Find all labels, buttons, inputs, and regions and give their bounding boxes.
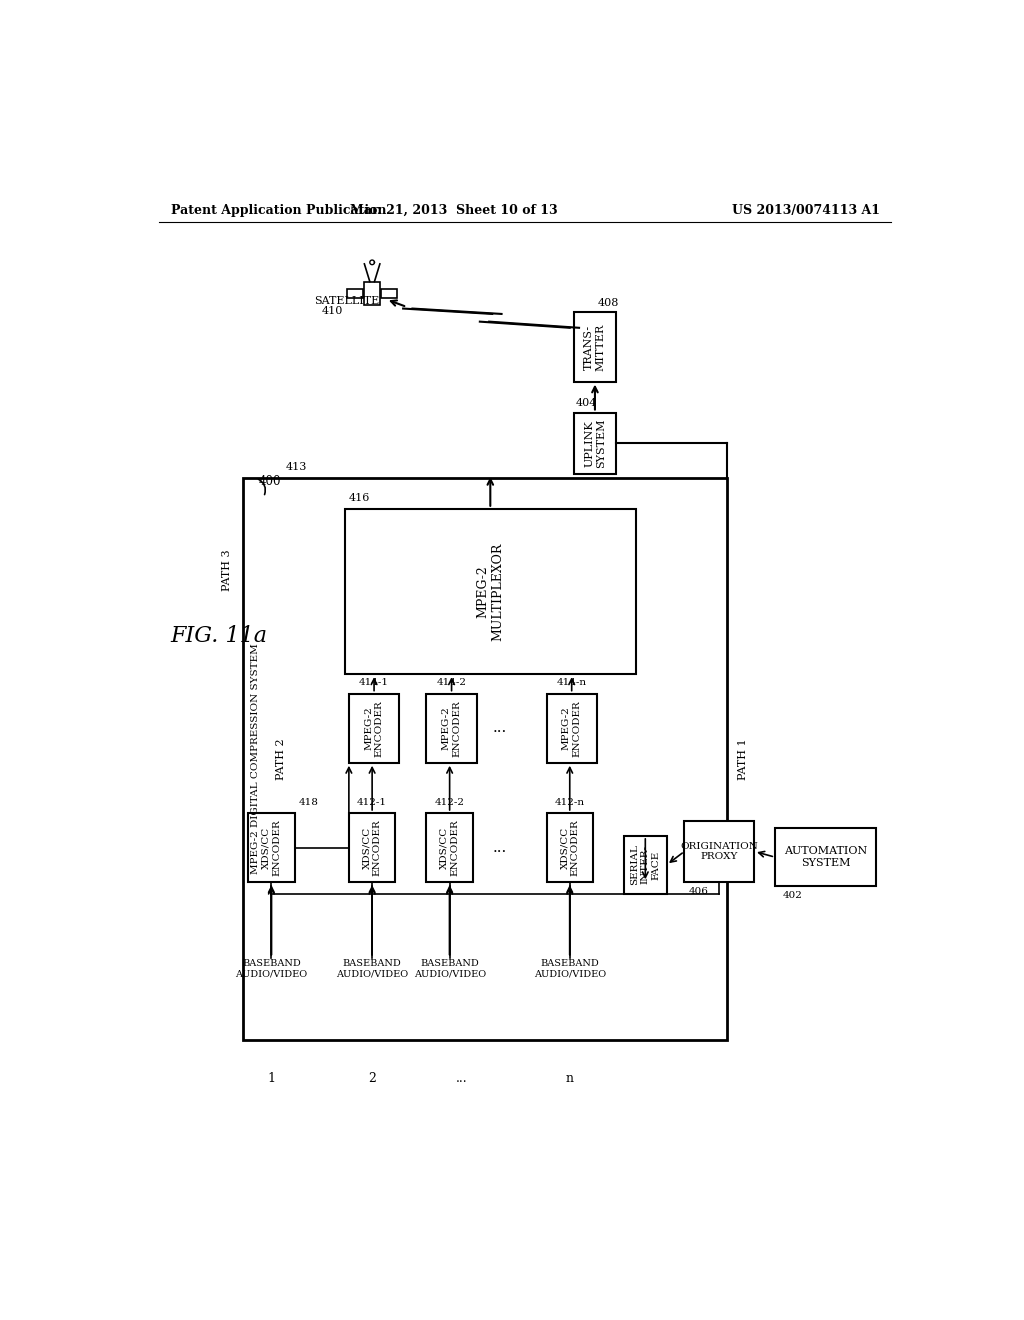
Bar xyxy=(547,813,593,882)
Text: XDS/CC
ENCODER: XDS/CC ENCODER xyxy=(440,820,460,876)
Text: BASEBAND
AUDIO/VIDEO: BASEBAND AUDIO/VIDEO xyxy=(336,960,409,978)
Text: 414-n: 414-n xyxy=(557,678,587,688)
Text: XDS/CC
ENCODER: XDS/CC ENCODER xyxy=(362,820,382,876)
Text: ...: ... xyxy=(493,841,507,854)
Text: XDS/CC
ENCODER: XDS/CC ENCODER xyxy=(262,820,281,876)
Bar xyxy=(684,821,755,882)
Text: MPEG-2
MULTIPLEXOR: MPEG-2 MULTIPLEXOR xyxy=(476,543,504,640)
Bar xyxy=(547,693,597,763)
Text: 418: 418 xyxy=(299,797,318,807)
Text: TRANS-
MITTER: TRANS- MITTER xyxy=(584,323,606,371)
Text: MPEG-2
ENCODER: MPEG-2 ENCODER xyxy=(442,700,461,756)
Text: PATH 2: PATH 2 xyxy=(276,738,287,780)
Bar xyxy=(365,281,380,305)
Text: 410: 410 xyxy=(322,306,343,315)
Text: 412-2: 412-2 xyxy=(434,797,465,807)
Text: BASEBAND
AUDIO/VIDEO: BASEBAND AUDIO/VIDEO xyxy=(534,960,606,978)
Text: ...: ... xyxy=(493,721,507,735)
Text: 414-1: 414-1 xyxy=(359,678,389,688)
Text: XDS/CC
ENCODER: XDS/CC ENCODER xyxy=(560,820,580,876)
Bar xyxy=(243,478,727,1040)
Text: BASEBAND
AUDIO/VIDEO: BASEBAND AUDIO/VIDEO xyxy=(414,960,485,978)
Text: 416: 416 xyxy=(349,492,371,503)
Text: 404: 404 xyxy=(575,399,597,408)
Text: FIG. 11a: FIG. 11a xyxy=(171,624,267,647)
Text: PATH 1: PATH 1 xyxy=(737,738,748,780)
Bar xyxy=(345,508,636,675)
Text: 414-2: 414-2 xyxy=(436,678,467,688)
Text: 400: 400 xyxy=(258,475,281,488)
Bar xyxy=(349,813,395,882)
Text: 2: 2 xyxy=(369,1072,376,1085)
Text: Mar. 21, 2013  Sheet 10 of 13: Mar. 21, 2013 Sheet 10 of 13 xyxy=(349,205,557,218)
Text: 408: 408 xyxy=(597,298,618,308)
Text: ...: ... xyxy=(456,1072,467,1085)
Text: 412-1: 412-1 xyxy=(357,797,387,807)
Bar xyxy=(426,813,473,882)
Text: BASEBAND
AUDIO/VIDEO: BASEBAND AUDIO/VIDEO xyxy=(236,960,307,978)
Bar xyxy=(775,829,876,886)
Text: MPEG-2 DIGITAL COMPRESSION SYSTEM: MPEG-2 DIGITAL COMPRESSION SYSTEM xyxy=(251,644,260,874)
Text: Patent Application Publication: Patent Application Publication xyxy=(171,205,386,218)
Bar xyxy=(349,693,399,763)
Text: MPEG-2
ENCODER: MPEG-2 ENCODER xyxy=(562,700,582,756)
Text: 413: 413 xyxy=(286,462,307,473)
Bar xyxy=(573,413,616,474)
Bar xyxy=(381,289,397,298)
Text: MPEG-2
ENCODER: MPEG-2 ENCODER xyxy=(365,700,384,756)
Text: 406: 406 xyxy=(688,887,709,896)
Text: SATELLITE: SATELLITE xyxy=(314,296,379,306)
Text: 1: 1 xyxy=(267,1072,275,1085)
Text: AUTOMATION
SYSTEM: AUTOMATION SYSTEM xyxy=(784,846,867,869)
Text: ORIGINATION
PROXY: ORIGINATION PROXY xyxy=(680,842,758,861)
Bar xyxy=(624,836,667,894)
Text: 412-n: 412-n xyxy=(555,797,585,807)
Bar xyxy=(347,289,362,298)
Text: UPLINK
SYSTEM: UPLINK SYSTEM xyxy=(584,418,606,469)
Text: PATH 3: PATH 3 xyxy=(222,549,232,591)
Bar xyxy=(248,813,295,882)
Text: 402: 402 xyxy=(783,891,803,900)
Text: n: n xyxy=(565,1072,573,1085)
Text: US 2013/0074113 A1: US 2013/0074113 A1 xyxy=(732,205,880,218)
Bar xyxy=(573,313,616,381)
Bar xyxy=(426,693,477,763)
Text: SERIAL
INTER-
FACE: SERIAL INTER- FACE xyxy=(631,845,660,886)
